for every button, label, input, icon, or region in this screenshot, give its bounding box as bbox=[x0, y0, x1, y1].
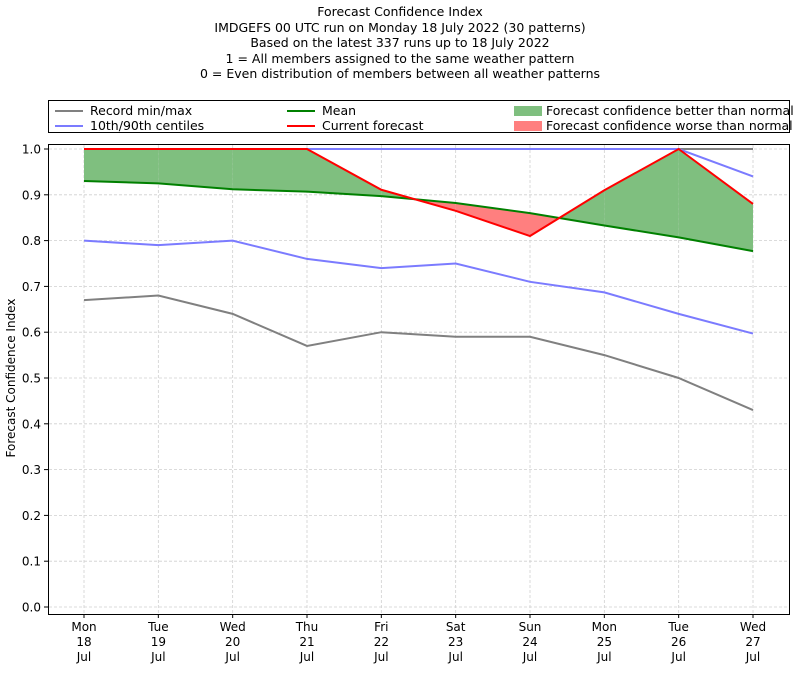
legend-item-centiles: 10th/90th centiles bbox=[55, 118, 204, 133]
fill-better-than-normal bbox=[678, 149, 753, 252]
legend-swatch bbox=[55, 124, 83, 127]
x-tick-label: Mon bbox=[71, 620, 96, 634]
x-tick-label: 22 bbox=[374, 635, 389, 649]
fill-better-than-normal bbox=[604, 149, 679, 238]
x-tick-label: 27 bbox=[745, 635, 760, 649]
legend-label: 10th/90th centiles bbox=[90, 118, 205, 133]
x-tick-label: Jul bbox=[447, 650, 462, 664]
legend-swatch bbox=[287, 109, 315, 112]
chart-subtitle-line: 0 = Even distribution of members between… bbox=[199, 66, 601, 81]
x-tick-label: Mon bbox=[592, 620, 617, 634]
y-tick-label: 0.0 bbox=[22, 601, 41, 615]
fill-better-than-normal bbox=[158, 149, 233, 190]
legend-label: Current forecast bbox=[322, 118, 424, 133]
confidence-fills bbox=[84, 149, 753, 252]
y-tick-label: 0.9 bbox=[22, 188, 41, 202]
legend-item-current: Current forecast bbox=[287, 118, 423, 133]
y-tick-label: 0.5 bbox=[22, 372, 41, 386]
x-tick-label: Jul bbox=[670, 650, 685, 664]
x-tick-label: Sun bbox=[519, 620, 542, 634]
fill-better-than-normal bbox=[307, 149, 382, 197]
legend-swatch bbox=[287, 124, 315, 127]
x-tick-label: Wed bbox=[740, 620, 766, 634]
x-tick-label: Tue bbox=[147, 620, 169, 634]
x-tick-label: 19 bbox=[151, 635, 166, 649]
x-tick-label: Jul bbox=[224, 650, 239, 664]
chart-subtitle-line: IMDGEFS 00 UTC run on Monday 18 July 202… bbox=[214, 19, 586, 35]
x-tick-label: Jul bbox=[745, 650, 760, 664]
x-tick-label: Fri bbox=[374, 620, 388, 634]
chart-subtitle-line: Based on the latest 337 runs up to 18 Ju… bbox=[250, 35, 550, 50]
x-tick-label: Tue bbox=[667, 620, 689, 634]
y-tick-label: 1.0 bbox=[22, 143, 41, 157]
y-axis-label: Forecast Confidence Index bbox=[4, 299, 18, 458]
y-tick-label: 0.8 bbox=[22, 234, 41, 248]
legend-swatch bbox=[514, 120, 542, 131]
series-line-record-min bbox=[83, 294, 754, 411]
plot-frame bbox=[48, 144, 790, 615]
chart-legend: Record min/max 10th/90th centiles Mean C… bbox=[48, 100, 794, 133]
y-axis: 0.0 0.1 0.2 0.3 0.4 0.5 0.6 0.7 0.8 0.9 1.0 bbox=[22, 143, 48, 615]
x-axis: Mon18JulTue19JulWed20JulThu21JulFri22Jul… bbox=[71, 614, 766, 664]
legend-label: Forecast confidence better than normal bbox=[546, 103, 794, 118]
legend-item-better: Forecast confidence better than normal bbox=[514, 103, 794, 118]
x-tick-label: Jul bbox=[76, 650, 91, 664]
y-tick-label: 0.6 bbox=[22, 326, 41, 340]
fill-worse-than-normal bbox=[530, 213, 560, 237]
legend-label: Forecast confidence worse than normal bbox=[546, 118, 793, 133]
x-tick-label: 23 bbox=[448, 635, 463, 649]
x-tick-label: 24 bbox=[522, 635, 537, 649]
x-tick-label: Jul bbox=[596, 650, 611, 664]
x-tick-label: 26 bbox=[671, 635, 686, 649]
legend-swatch bbox=[55, 109, 83, 112]
x-tick-label: Jul bbox=[299, 650, 314, 664]
y-tick-label: 0.4 bbox=[22, 417, 41, 431]
legend-label: Mean bbox=[322, 103, 357, 118]
x-tick-label: 18 bbox=[76, 635, 91, 649]
series-line-current bbox=[84, 147, 754, 238]
chart-subtitle-line: 1 = All members assigned to the same wea… bbox=[225, 50, 575, 66]
y-tick-label: 0.1 bbox=[22, 555, 41, 569]
x-tick-label: 25 bbox=[597, 635, 612, 649]
x-tick-label: 21 bbox=[299, 635, 314, 649]
y-tick-label: 0.3 bbox=[22, 463, 41, 477]
legend-item-mean: Mean bbox=[287, 103, 356, 118]
x-tick-label: Jul bbox=[522, 650, 537, 664]
series-lines bbox=[83, 147, 754, 411]
grid bbox=[49, 145, 789, 614]
chart-title: Forecast Confidence Index bbox=[317, 4, 483, 19]
fill-better-than-normal bbox=[559, 190, 605, 226]
chart-title-block: Forecast Confidence Index IMDGEFS 00 UTC… bbox=[0, 4, 800, 82]
x-tick-label: Sat bbox=[446, 620, 466, 634]
x-tick-label: 20 bbox=[225, 635, 240, 649]
legend-item-record: Record min/max bbox=[55, 103, 192, 118]
x-tick-label: Thu bbox=[295, 620, 319, 634]
y-tick-label: 0.7 bbox=[22, 280, 41, 294]
legend-item-worse: Forecast confidence worse than normal bbox=[514, 118, 793, 133]
series-line-p10 bbox=[83, 239, 754, 335]
legend-label: Record min/max bbox=[90, 103, 193, 118]
x-tick-label: Jul bbox=[150, 650, 165, 664]
fill-better-than-normal bbox=[232, 149, 307, 192]
x-tick-label: Jul bbox=[373, 650, 388, 664]
fill-better-than-normal bbox=[84, 149, 159, 184]
legend-swatch bbox=[514, 105, 542, 116]
y-tick-label: 0.2 bbox=[22, 509, 41, 523]
x-tick-label: Wed bbox=[220, 620, 246, 634]
